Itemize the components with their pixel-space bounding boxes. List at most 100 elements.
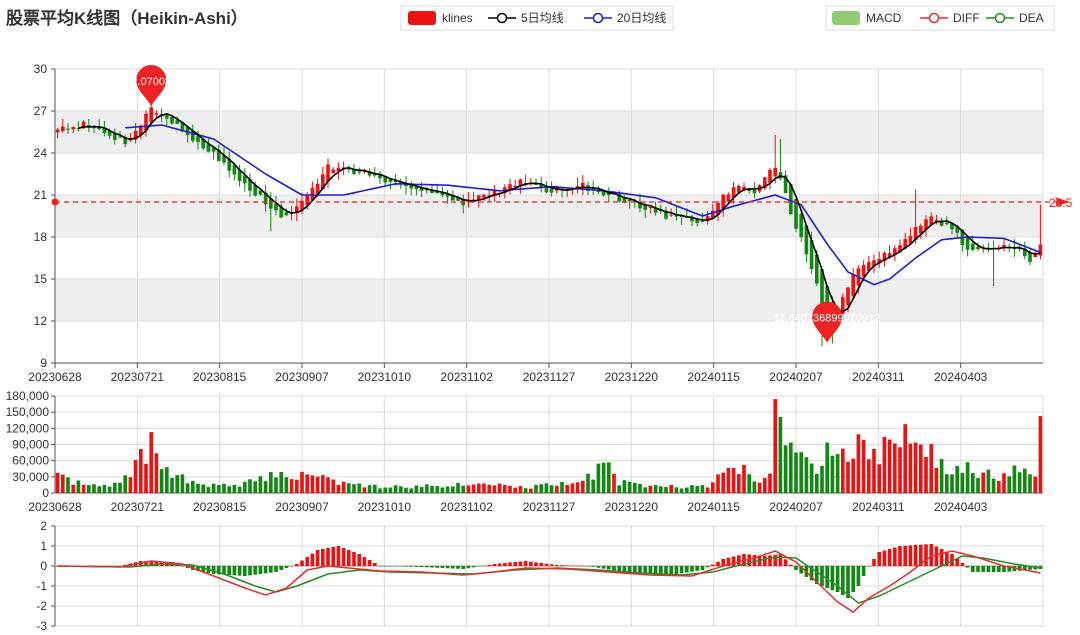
candle (76, 121, 81, 132)
macd-bar (898, 546, 902, 566)
macd-bar (799, 566, 804, 574)
candle-body (71, 127, 76, 130)
price-tick-label: 9 (40, 356, 47, 370)
price-x-label: 20240207 (769, 370, 823, 384)
volume-bar (596, 463, 601, 493)
legend-klines-swatch (408, 11, 436, 25)
price-x-label: 20230815 (193, 370, 247, 384)
candle-body (580, 182, 585, 188)
volume-bar (809, 463, 814, 493)
candle (170, 116, 174, 125)
volume-bar (804, 457, 809, 493)
macd-bar (794, 566, 798, 570)
price-x-label: 20240115 (687, 370, 740, 384)
candle (222, 147, 226, 166)
volume-bar (1022, 468, 1027, 493)
price-tick-label: 24 (34, 146, 48, 160)
candle (513, 179, 518, 188)
macd-bar (612, 566, 616, 571)
candle (674, 206, 679, 221)
volume-bar (658, 486, 663, 493)
volume-bar (81, 484, 86, 493)
candle (242, 168, 247, 192)
volume-bar (175, 475, 180, 493)
macd-bar (1022, 566, 1027, 571)
macd-bar (768, 555, 772, 566)
volume-x-label: 20230721 (111, 500, 165, 514)
volume-bar (846, 461, 850, 493)
volume-bar (560, 481, 564, 493)
markpoint-label: 11.640236899910912 (774, 313, 880, 325)
macd-bar (331, 547, 336, 566)
volume-bar (274, 477, 278, 493)
macd-bar (440, 566, 445, 568)
candle-body (138, 125, 143, 136)
volume-bar (102, 484, 107, 493)
volume-bar (684, 487, 689, 493)
legend-macd[interactable]: MACD DIFF DEA (825, 5, 1055, 31)
volume-bar (664, 486, 668, 493)
macd-bar (575, 565, 580, 567)
candle (866, 255, 871, 272)
candle-body (768, 170, 772, 183)
candle (206, 138, 211, 153)
candle-body (445, 193, 450, 197)
markpoint-label: 2.07008 (131, 76, 171, 88)
volume-bar (586, 473, 590, 493)
volume-bar (976, 478, 980, 493)
candle-body (887, 253, 892, 257)
candle-body (487, 195, 492, 197)
macd-bar (315, 550, 320, 566)
macd-bar (232, 566, 237, 576)
volume-bar (528, 488, 533, 493)
legend-ma20-label: 20日均线 (617, 11, 666, 25)
candle-body (705, 216, 710, 222)
macd-bar (518, 561, 523, 566)
macd-bar (591, 566, 596, 567)
candle (648, 206, 653, 214)
volume-bar (170, 478, 174, 493)
legend-macd-label: MACD (866, 11, 902, 25)
volume-tick-label: 0 (42, 486, 49, 500)
candle-body (690, 216, 694, 222)
macd-tick-label: 2 (40, 519, 47, 533)
volume-bar (66, 477, 70, 493)
volume-bar (185, 483, 190, 493)
macd-bar (851, 566, 856, 592)
macd-bar (539, 563, 544, 566)
candle (908, 227, 913, 246)
volume-bar (726, 467, 731, 493)
macd-bar (310, 553, 315, 566)
candle-body (1038, 244, 1043, 256)
macd-bar (913, 545, 918, 566)
macd-bar (783, 559, 788, 566)
volume-bar (705, 487, 710, 493)
macd-bar (180, 566, 185, 567)
macd-bar (284, 566, 289, 568)
candle (482, 193, 486, 202)
macd-bar (424, 566, 429, 568)
candle-body (1002, 244, 1006, 249)
candle-body (648, 206, 653, 208)
candle-body (196, 135, 200, 142)
legend-main[interactable]: klines 5日均线 20日均线 (400, 5, 674, 31)
candle-body (970, 243, 975, 250)
volume-bar (138, 449, 143, 493)
volume-bar (695, 485, 700, 493)
candle-body (664, 210, 668, 219)
volume-x-label: 20231102 (440, 500, 493, 514)
macd-bar (149, 561, 154, 566)
volume-bar (55, 472, 60, 493)
candle-body (617, 193, 622, 202)
legend-ma5-label: 5日均线 (521, 11, 564, 25)
volume-bar (554, 485, 559, 493)
candle-body (164, 115, 169, 119)
volume-bar (435, 486, 440, 493)
candle-body (539, 183, 544, 188)
candle-body (201, 138, 206, 149)
macd-bar (809, 566, 814, 581)
volume-bar (934, 467, 939, 493)
price-x-label: 20231220 (605, 370, 659, 384)
volume-bar (383, 487, 388, 493)
macd-bar (268, 566, 273, 573)
